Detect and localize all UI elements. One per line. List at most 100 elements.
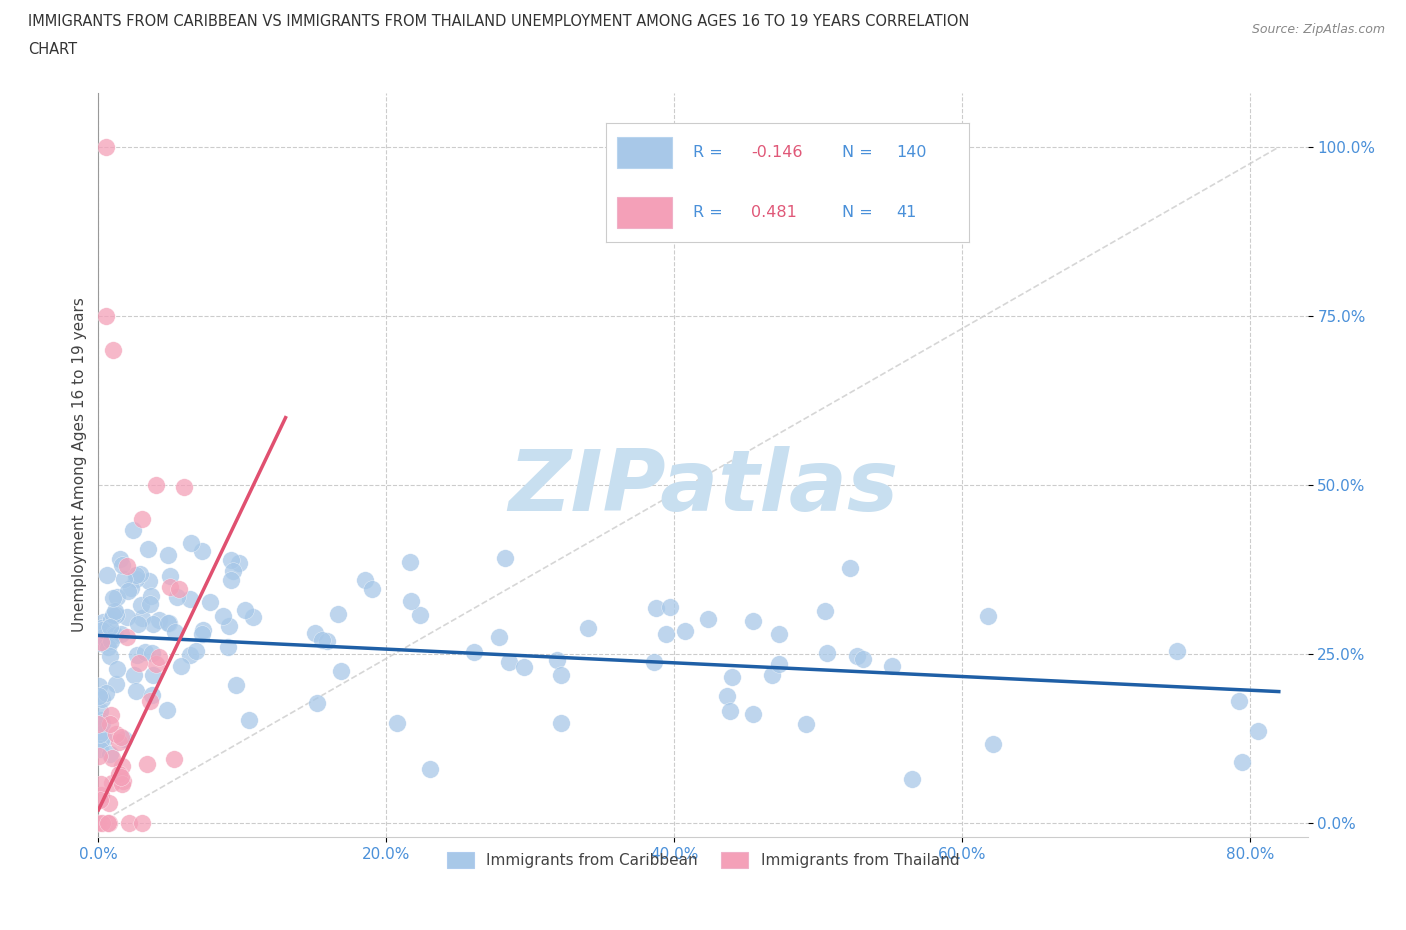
Point: [104, 677, 127, 692]
Point: [87, 716, 110, 731]
Point: [768, 626, 790, 641]
Point: [145, 478, 167, 493]
Point: [100, 649, 122, 664]
Point: [142, 668, 165, 683]
Point: [104, 628, 127, 643]
Point: [238, 713, 260, 728]
Point: [645, 601, 668, 616]
Point: [90, 777, 112, 791]
Point: [845, 649, 868, 664]
Point: [108, 766, 131, 781]
Point: [658, 599, 681, 614]
Point: [141, 687, 163, 702]
Point: [101, 607, 124, 622]
Point: [104, 604, 127, 618]
Point: [179, 591, 201, 606]
Point: [385, 715, 408, 730]
Point: [138, 573, 160, 588]
Point: [112, 731, 135, 746]
Point: [134, 644, 156, 659]
Point: [326, 606, 349, 621]
Point: [159, 579, 181, 594]
Point: [91, 615, 114, 630]
Point: [550, 715, 572, 730]
Point: [110, 770, 132, 785]
Point: [330, 663, 353, 678]
Point: [128, 656, 150, 671]
Point: [409, 607, 432, 622]
Point: [218, 618, 240, 633]
Point: [125, 572, 148, 587]
Point: [761, 668, 783, 683]
Point: [977, 608, 1000, 623]
Point: [107, 662, 129, 677]
Point: [115, 610, 138, 625]
Point: [211, 608, 233, 623]
Legend: Immigrants from Caribbean, Immigrants from Thailand: Immigrants from Caribbean, Immigrants fr…: [440, 845, 966, 874]
Point: [360, 581, 382, 596]
Point: [163, 625, 186, 640]
Point: [814, 603, 837, 618]
Point: [170, 658, 193, 673]
Point: [1247, 724, 1270, 738]
Point: [191, 623, 214, 638]
Point: [105, 726, 128, 741]
Point: [104, 607, 127, 622]
Point: [141, 645, 163, 660]
Point: [89, 741, 111, 756]
Point: [111, 758, 134, 773]
Point: [419, 762, 441, 777]
Point: [101, 776, 124, 790]
Point: [97, 634, 120, 649]
Point: [118, 816, 141, 830]
Point: [93, 624, 115, 639]
Point: [311, 633, 333, 648]
Point: [463, 644, 485, 659]
Point: [190, 627, 212, 642]
Point: [839, 560, 862, 575]
Point: [163, 751, 186, 766]
Point: [111, 776, 134, 790]
Point: [225, 677, 247, 692]
Point: [139, 694, 162, 709]
Point: [89, 749, 111, 764]
Point: [127, 648, 149, 663]
Point: [89, 627, 111, 642]
Point: [96, 685, 118, 700]
Point: [307, 696, 329, 711]
Point: [304, 625, 326, 640]
Point: [91, 816, 114, 830]
Point: [148, 649, 170, 664]
Point: [110, 730, 132, 745]
Point: [716, 688, 738, 703]
Point: [643, 654, 665, 669]
Point: [115, 559, 138, 574]
Point: [576, 620, 599, 635]
Point: [93, 731, 115, 746]
Point: [217, 640, 239, 655]
Point: [108, 552, 131, 567]
Point: [94, 140, 117, 154]
Point: [145, 657, 167, 671]
Point: [488, 630, 510, 644]
Point: [112, 572, 135, 587]
Point: [120, 580, 142, 595]
Point: [111, 558, 134, 573]
Point: [89, 689, 111, 704]
Point: [796, 716, 818, 731]
Point: [159, 568, 181, 583]
Point: [110, 627, 132, 642]
Point: [167, 582, 190, 597]
Point: [90, 733, 112, 748]
Point: [125, 567, 148, 582]
Point: [112, 773, 135, 788]
Point: [513, 659, 536, 674]
Point: [768, 657, 790, 671]
Point: [97, 640, 120, 655]
Point: [186, 643, 208, 658]
Point: [94, 309, 117, 324]
Point: [98, 816, 121, 830]
Point: [100, 634, 122, 649]
Point: [1166, 643, 1188, 658]
Point: [142, 617, 165, 631]
